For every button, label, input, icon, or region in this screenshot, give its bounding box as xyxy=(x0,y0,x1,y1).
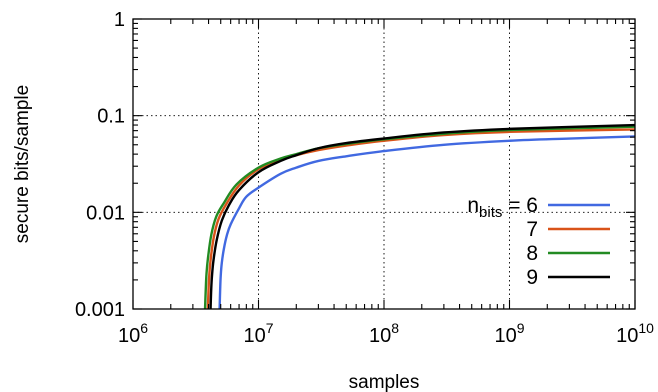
x-axis-label: samples xyxy=(349,372,420,392)
x-tick-labels: 106 107 108 109 1010 xyxy=(118,320,654,347)
x-tick-label: 107 xyxy=(243,320,273,347)
y-tick-label: 0.01 xyxy=(86,202,125,224)
grid-lines xyxy=(133,19,635,309)
legend-label-8: 8 xyxy=(526,242,538,265)
series-line-nbits-9 xyxy=(209,123,636,310)
legend-label-9: 9 xyxy=(526,266,538,289)
plot-series xyxy=(203,123,636,310)
y-axis-label: secure bits/sample xyxy=(12,85,33,243)
legend-label-7: 7 xyxy=(526,218,538,241)
y-tick-label: 0.1 xyxy=(97,106,125,128)
x-tick-label: 1010 xyxy=(616,320,654,347)
legend-title: nbits = 6 xyxy=(467,194,538,221)
y-tick-label: 0.001 xyxy=(75,299,125,321)
y-tick-labels: 0.001 0.01 0.1 1 xyxy=(75,9,125,321)
axis-ticks xyxy=(132,18,636,310)
series-line-nbits-6 xyxy=(218,135,636,310)
x-tick-label: 109 xyxy=(494,320,524,347)
x-tick-label: 106 xyxy=(118,320,148,347)
series-line-nbits-7 xyxy=(206,128,636,310)
x-tick-label: 108 xyxy=(369,320,399,347)
series-line-nbits-8 xyxy=(203,125,636,310)
y-tick-label: 1 xyxy=(114,9,125,31)
